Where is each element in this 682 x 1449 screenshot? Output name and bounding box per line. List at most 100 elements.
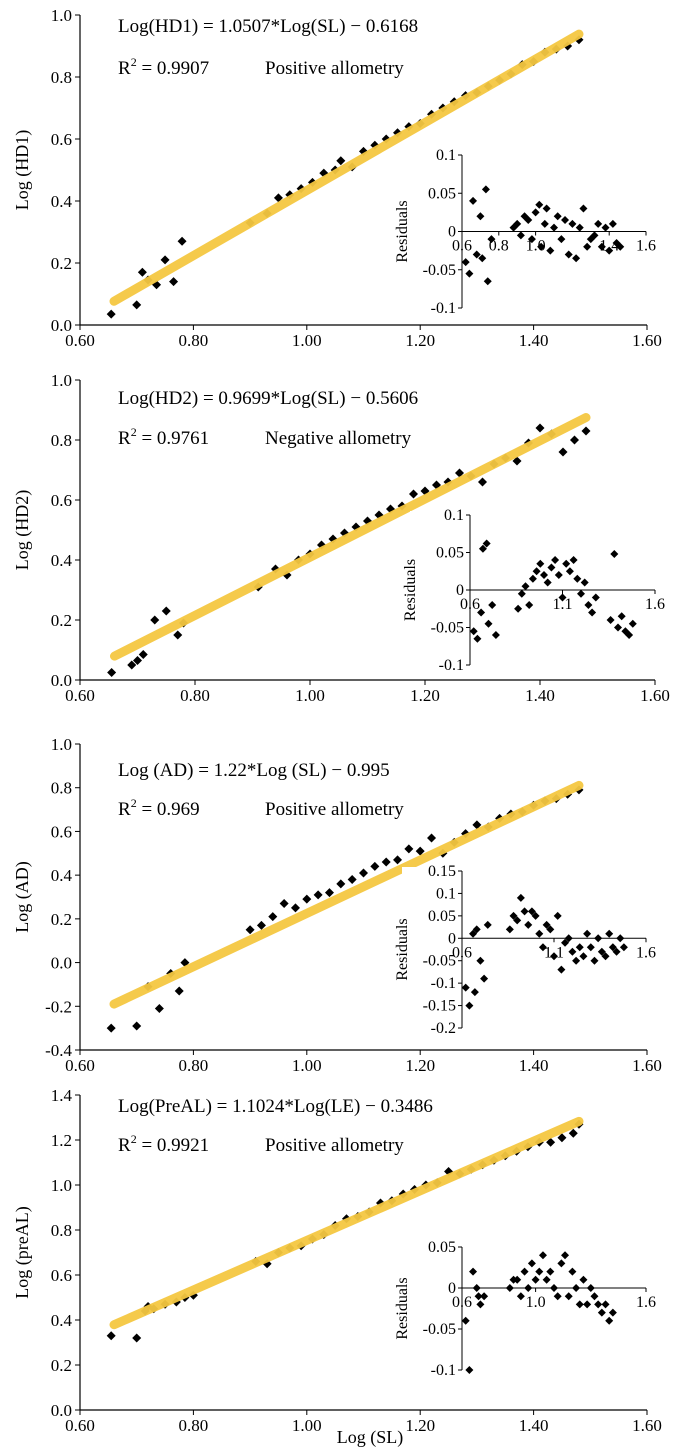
data-point — [127, 660, 137, 670]
y-tick-label: 0.4 — [51, 551, 73, 570]
y-tick-label: 0.0 — [51, 1401, 72, 1420]
residual-point — [524, 1284, 533, 1292]
y-axis-label: Log (HD2) — [12, 490, 33, 570]
data-point — [132, 1021, 142, 1031]
residuals-inset: -0.2-0.15-0.1-0.0500.050.10.150.61.11.6R… — [394, 863, 656, 1037]
residual-point — [557, 235, 566, 244]
residual-point — [606, 616, 615, 624]
y-tick-label: -0.2 — [45, 997, 72, 1016]
x-tick-label: 1.60 — [640, 686, 670, 705]
residual-point — [520, 907, 529, 916]
inset-y-tick-label: -0.05 — [423, 953, 456, 970]
residual-point — [482, 539, 491, 548]
inset-y-tick-label: 0.05 — [428, 185, 456, 202]
inset-y-tick-label: 0.1 — [444, 507, 464, 524]
allometry-label: Negative allometry — [265, 428, 412, 449]
data-point — [336, 156, 346, 166]
residual-point — [594, 934, 603, 943]
residual-point — [505, 925, 514, 934]
residual-point — [469, 627, 478, 636]
inset-y-tick-label: 0 — [448, 224, 456, 241]
data-point — [381, 857, 391, 867]
inset-x-tick-label: 0.6 — [460, 596, 480, 613]
residual-point — [601, 952, 610, 961]
residual-point — [590, 1292, 599, 1301]
residual-point — [550, 952, 558, 961]
residual-point — [469, 929, 478, 938]
x-tick-label: 1.40 — [519, 1416, 549, 1435]
inset-y-tick-label: -0.1 — [431, 1362, 456, 1379]
residual-point — [550, 223, 558, 232]
residual-point — [610, 550, 619, 558]
x-tick-label: 1.20 — [410, 686, 440, 705]
y-tick-label: -0.4 — [45, 1041, 72, 1060]
y-axis-label: Log (preAL) — [12, 1206, 33, 1298]
x-tick-label: 1.60 — [632, 331, 662, 350]
residual-point — [481, 185, 490, 194]
y-tick-label: 0.2 — [51, 254, 72, 273]
residual-point — [568, 219, 577, 228]
residual-point — [601, 223, 610, 232]
data-point — [132, 300, 142, 310]
residual-point — [465, 1001, 474, 1010]
residual-point — [601, 1300, 610, 1309]
residual-point — [513, 219, 522, 228]
residual-point — [553, 1292, 562, 1301]
y-tick-label: 0.0 — [51, 671, 72, 690]
inset-y-axis-label: Residuals — [394, 1277, 411, 1339]
data-point — [273, 193, 283, 203]
x-tick-label: 1.20 — [405, 331, 435, 350]
x-tick-label: 1.40 — [519, 331, 549, 350]
data-point — [472, 820, 482, 830]
regression-line — [109, 780, 584, 1009]
residual-point — [561, 1251, 570, 1260]
data-point — [106, 1023, 116, 1033]
data-point — [154, 1003, 164, 1013]
residual-point — [521, 582, 530, 591]
data-point — [455, 468, 464, 478]
residual-point — [597, 242, 606, 251]
residual-point — [588, 608, 597, 617]
y-axis-label: Log (AD) — [12, 861, 33, 932]
residual-point — [619, 943, 628, 952]
residual-point — [586, 1284, 595, 1292]
data-point — [290, 903, 300, 913]
residual-point — [538, 943, 547, 952]
residual-point — [573, 574, 582, 583]
residual-point — [513, 916, 522, 925]
inset-y-tick-label: -0.05 — [423, 1321, 456, 1338]
residual-point — [535, 1267, 544, 1276]
data-point — [568, 1128, 578, 1138]
residual-point — [628, 619, 637, 628]
x-tick-label: 0.60 — [65, 1056, 95, 1075]
r-squared-value: R2 = 0.9921 — [118, 1132, 209, 1156]
residual-point — [509, 911, 518, 920]
residual-point — [461, 1316, 470, 1325]
residual-point — [528, 574, 537, 583]
residuals-inset: -0.1 -0.05 0 0.05 0.6 1.0 1.6 Residuals — [394, 1239, 656, 1379]
data-point — [174, 986, 184, 996]
residual-point — [617, 612, 626, 621]
residual-point — [591, 593, 600, 602]
inset-background — [402, 151, 650, 314]
inset-x-tick-label: 1.1 — [553, 596, 573, 613]
residual-point — [575, 223, 584, 232]
x-tick-label: 0.80 — [180, 686, 210, 705]
residual-point — [476, 212, 485, 221]
residual-point — [565, 567, 574, 576]
regression-line — [110, 413, 591, 661]
residual-point — [542, 1275, 551, 1284]
residual-point — [527, 235, 536, 244]
residual-point — [483, 277, 492, 286]
residual-point — [480, 1292, 489, 1301]
regression-line — [109, 1116, 584, 1330]
data-point — [557, 1133, 567, 1143]
data-point — [279, 899, 289, 909]
r-squared-value: R2 = 0.9907 — [118, 55, 209, 79]
y-tick-label: 0.2 — [51, 611, 72, 630]
x-tick-label: 1.00 — [292, 331, 322, 350]
inset-x-tick-label: 0.6 — [452, 944, 472, 961]
inset-y-tick-label: -0.1 — [431, 300, 456, 317]
residual-point — [568, 1267, 577, 1276]
regression-equation: Log(PreAL) = 1.1024*Log(LE) − 0.3486 — [118, 1096, 433, 1117]
